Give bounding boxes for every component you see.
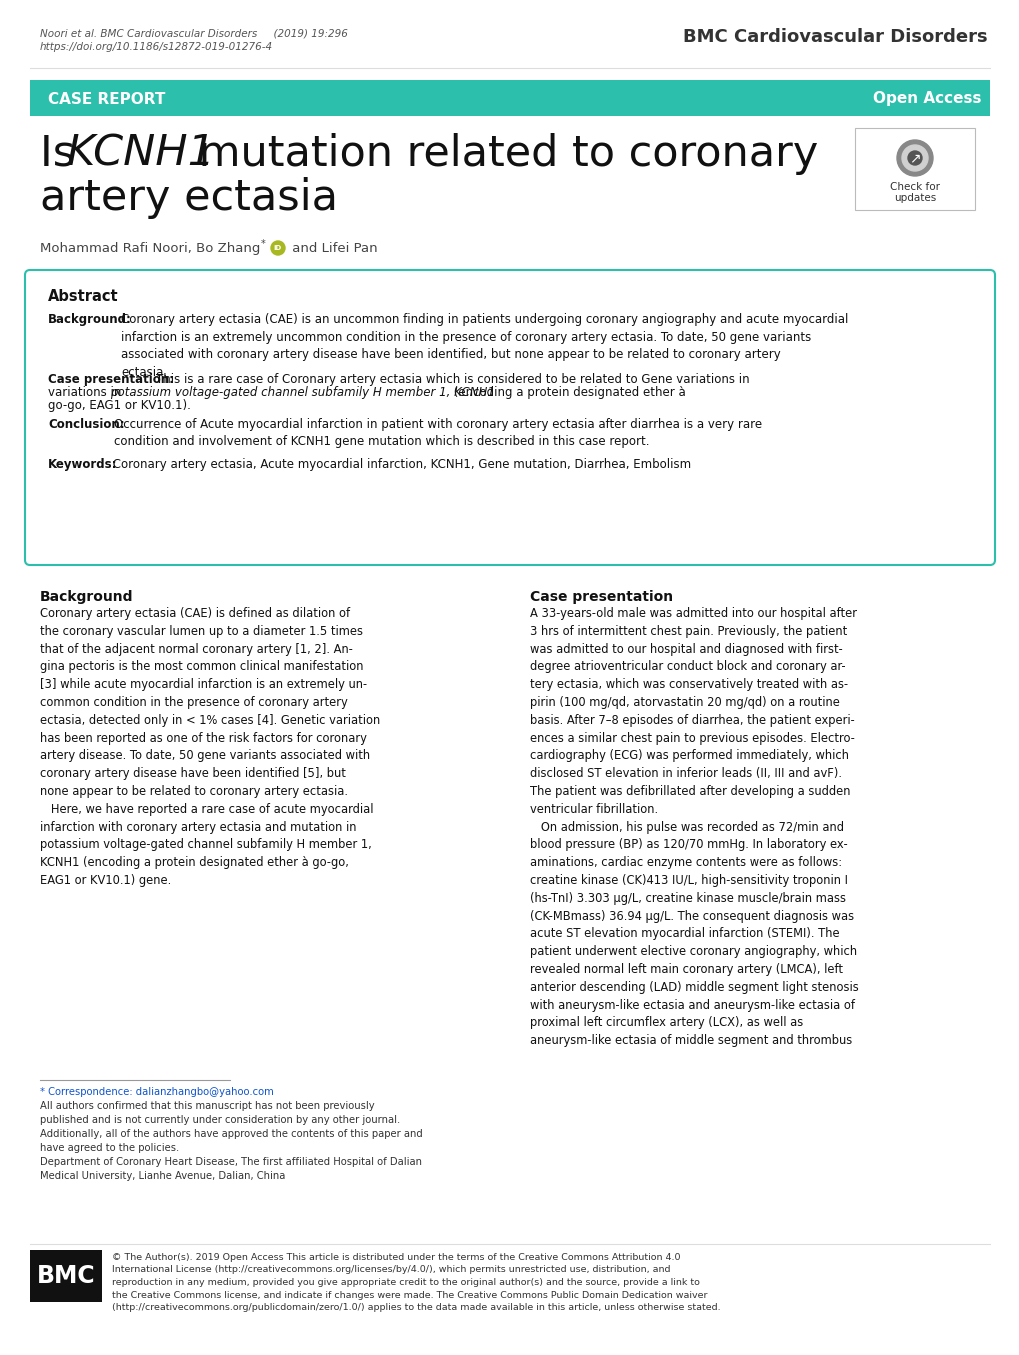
Circle shape — [271, 241, 284, 255]
Text: KCNH1: KCNH1 — [67, 133, 216, 175]
Text: CASE REPORT: CASE REPORT — [48, 92, 165, 107]
Text: Mohammad Rafi Noori, Bo Zhang: Mohammad Rafi Noori, Bo Zhang — [40, 243, 260, 255]
Text: © The Author(s). 2019 Open Access This article is distributed under the terms of: © The Author(s). 2019 Open Access This a… — [112, 1253, 719, 1312]
Text: * Correspondence: dalianzhangbo@yahoo.com: * Correspondence: dalianzhangbo@yahoo.co… — [40, 1087, 273, 1098]
Text: Coronary artery ectasia (CAE) is an uncommon finding in patients undergoing coro: Coronary artery ectasia (CAE) is an unco… — [121, 313, 848, 378]
Text: Open Access: Open Access — [872, 92, 981, 107]
FancyBboxPatch shape — [25, 270, 994, 565]
Bar — [30, 80, 989, 117]
Text: (encoding a protein designated ether à: (encoding a protein designated ether à — [449, 386, 685, 398]
Text: *: * — [261, 238, 266, 249]
Text: All authors confirmed that this manuscript has not been previously
published and: All authors confirmed that this manuscri… — [40, 1102, 422, 1182]
Text: Coronary artery ectasia, Acute myocardial infarction, KCNH1, Gene mutation, Diar: Coronary artery ectasia, Acute myocardia… — [109, 458, 691, 472]
Text: go-go, EAG1 or KV10.1).: go-go, EAG1 or KV10.1). — [48, 398, 191, 412]
Bar — [854, 127, 974, 210]
Text: https://doi.org/10.1186/s12872-019-01276-4: https://doi.org/10.1186/s12872-019-01276… — [40, 42, 273, 51]
Text: A 33-years-old male was admitted into our hospital after
3 hrs of intermittent c: A 33-years-old male was admitted into ou… — [530, 607, 858, 1047]
Text: artery ectasia: artery ectasia — [40, 178, 337, 220]
Circle shape — [901, 145, 927, 171]
Text: and Lifei Pan: and Lifei Pan — [287, 243, 377, 255]
Text: Case presentation: Case presentation — [530, 589, 673, 604]
Text: iD: iD — [274, 245, 282, 251]
Text: mutation related to coronary: mutation related to coronary — [184, 133, 817, 175]
Circle shape — [896, 140, 932, 176]
Text: variations in: variations in — [48, 386, 125, 398]
Text: Conclusion:: Conclusion: — [48, 417, 124, 431]
Text: Noori et al. BMC Cardiovascular Disorders     (2019) 19:296: Noori et al. BMC Cardiovascular Disorder… — [40, 28, 347, 38]
Text: Case presentation:: Case presentation: — [48, 373, 174, 386]
Text: Keywords:: Keywords: — [48, 458, 117, 472]
Text: Background: Background — [40, 589, 133, 604]
Text: Abstract: Abstract — [48, 289, 118, 304]
Text: Background:: Background: — [48, 313, 131, 327]
Text: potassium voltage-gated channel subfamily H member 1, KCNH1: potassium voltage-gated channel subfamil… — [110, 386, 494, 398]
Text: BMC Cardiovascular Disorders: BMC Cardiovascular Disorders — [683, 28, 987, 46]
Text: Coronary artery ectasia (CAE) is defined as dilation of
the coronary vascular lu: Coronary artery ectasia (CAE) is defined… — [40, 607, 380, 888]
Bar — [30, 1251, 102, 1302]
Text: Occurrence of Acute myocardial infarction in patient with coronary artery ectasi: Occurrence of Acute myocardial infarctio… — [114, 417, 761, 449]
Text: ↗: ↗ — [908, 150, 920, 165]
Text: BMC: BMC — [37, 1264, 95, 1289]
Circle shape — [907, 150, 921, 165]
Text: Check for: Check for — [890, 182, 940, 192]
Text: Is: Is — [40, 133, 89, 175]
Text: This is a rare case of Coronary artery ectasia which is considered to be related: This is a rare case of Coronary artery e… — [156, 373, 753, 386]
Text: updates: updates — [893, 192, 935, 203]
